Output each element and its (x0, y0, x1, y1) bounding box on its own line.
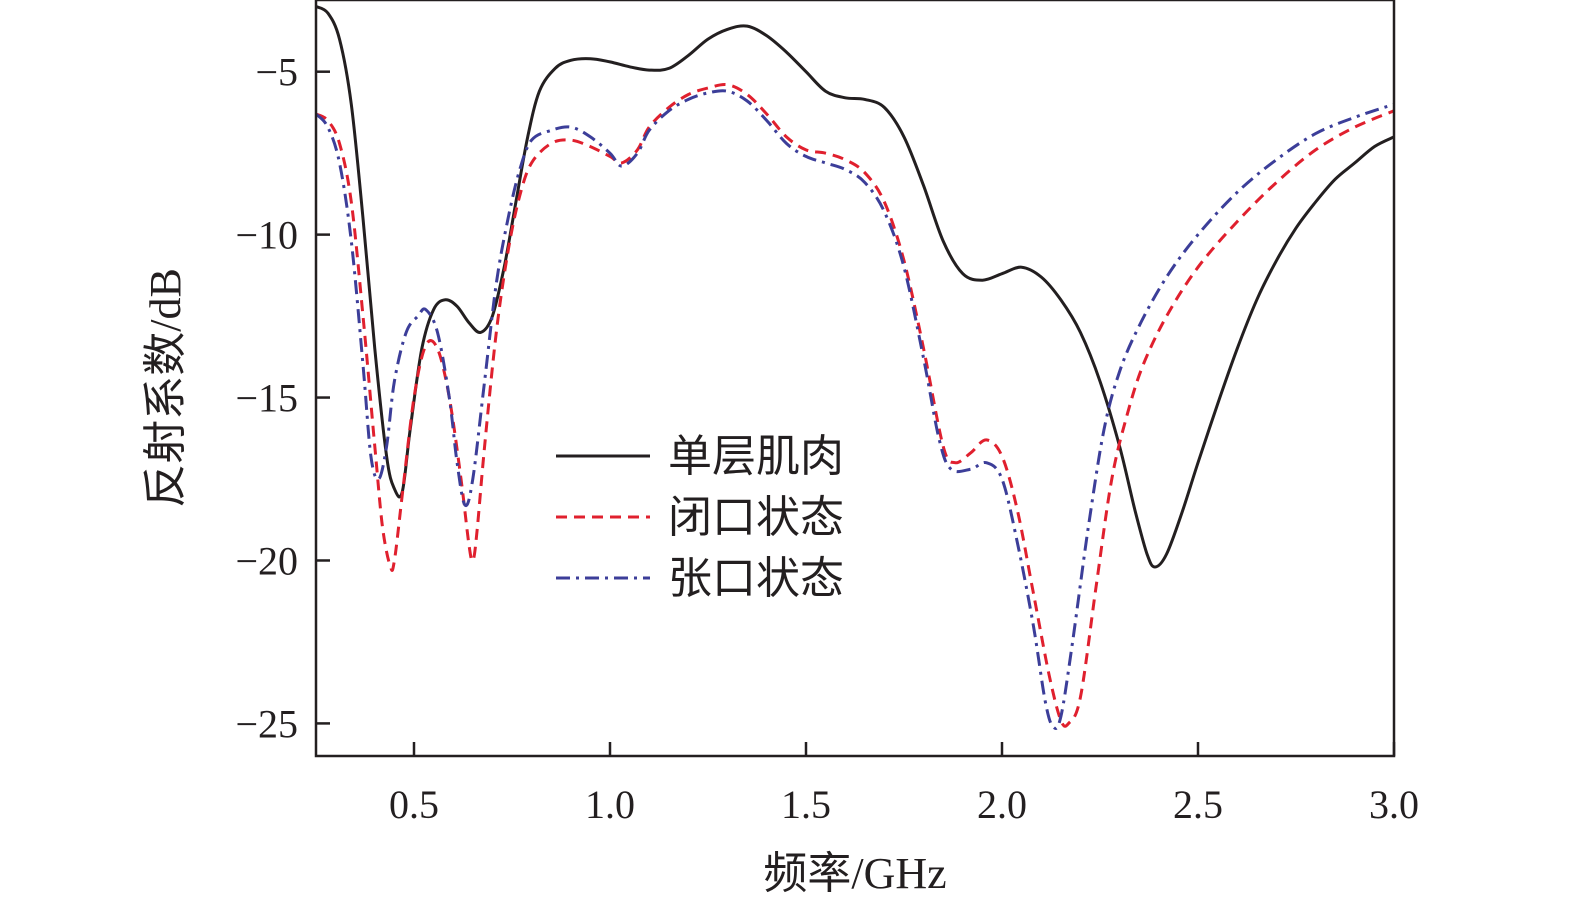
x-tick-label: 3.0 (1369, 782, 1419, 827)
y-axis-title: 反射系数/dB (141, 268, 190, 508)
legend-item: 闭口状态 (556, 493, 844, 542)
legend-label: 单层肌肉 (668, 432, 844, 481)
x-axis-title: 频率/GHz (763, 849, 946, 898)
open-state-line (316, 89, 1394, 731)
legend-item: 单层肌肉 (556, 432, 844, 481)
plot-frame (314, 0, 1396, 758)
legend-label: 闭口状态 (668, 493, 844, 542)
y-tick-labels: −5 −10 −15 −20 −25 (235, 50, 298, 747)
x-tick-label: 0.5 (389, 782, 439, 827)
x-tick-label: 1.0 (585, 782, 635, 827)
axis-ticks (316, 70, 1396, 756)
x-tick-label: 1.5 (781, 782, 831, 827)
x-tick-label: 2.5 (1173, 782, 1223, 827)
y-tick-label: −15 (235, 376, 298, 421)
closed-state-line (316, 82, 1394, 728)
series-layer (316, 5, 1394, 731)
y-tick-label: −5 (255, 50, 298, 95)
x-tick-labels: 0.5 1.0 1.5 2.0 2.5 3.0 (389, 782, 1419, 827)
y-tick-label: −10 (235, 213, 298, 258)
x-tick-label: 2.0 (977, 782, 1027, 827)
legend-label: 张口状态 (668, 554, 844, 603)
single-layer-muscle-line (316, 5, 1394, 569)
y-tick-label: −25 (235, 701, 298, 746)
legend-item: 张口状态 (556, 554, 844, 603)
y-tick-label: −20 (235, 538, 298, 583)
